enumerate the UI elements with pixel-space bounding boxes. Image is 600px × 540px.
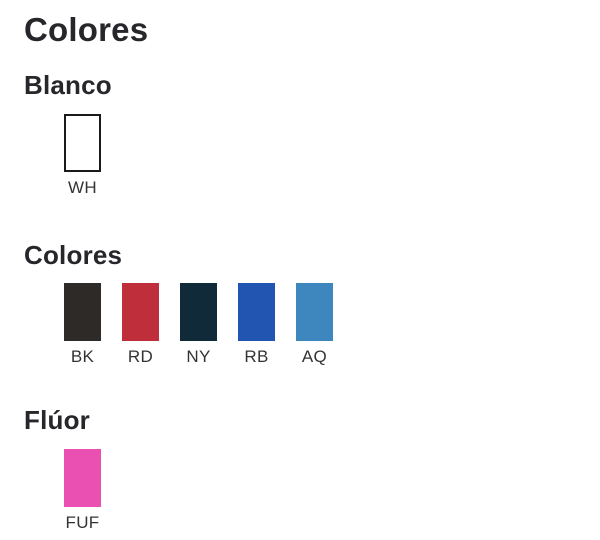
swatch-label-aq: AQ [301,347,328,367]
color-option-rb[interactable]: RB [238,283,275,367]
swatch-label-ny: NY [186,347,211,367]
color-swatch-rb[interactable] [238,283,275,342]
color-option-ny[interactable]: NY [180,283,217,367]
color-option-fuf[interactable]: FUF [64,449,101,533]
color-swatch-aq[interactable] [296,283,333,342]
color-swatch-bk[interactable] [64,283,101,342]
color-option-bk[interactable]: BK [64,283,101,367]
color-swatch-ny[interactable] [180,283,217,342]
swatch-row-colores: BK RD NY RB AQ [64,283,576,367]
color-option-aq[interactable]: AQ [296,283,333,367]
color-swatch-fuf[interactable] [64,449,101,508]
swatch-label-rd: RD [127,347,154,367]
section-colores: Colores BK RD NY RB AQ [24,241,576,368]
swatch-row-blanco: WH [64,113,576,198]
swatch-label-fuf: FUF [65,513,100,533]
color-option-wh[interactable]: WH [64,113,101,198]
section-heading-colores: Colores [24,239,123,270]
section-fluor: Flúor FUF [24,406,576,533]
color-swatch-rd[interactable] [122,283,159,342]
swatch-label-bk: BK [70,347,95,367]
section-blanco: Blanco WH [24,71,576,198]
page-title: Colores [24,11,149,48]
section-heading-fluor: Flúor [24,405,90,436]
swatch-label-rb: RB [244,347,269,367]
color-swatch-wh[interactable] [64,113,101,172]
section-heading-blanco: Blanco [24,70,112,101]
swatch-label-wh: WH [68,177,97,197]
swatch-row-fluor: FUF [64,449,576,533]
color-option-rd[interactable]: RD [122,283,159,367]
